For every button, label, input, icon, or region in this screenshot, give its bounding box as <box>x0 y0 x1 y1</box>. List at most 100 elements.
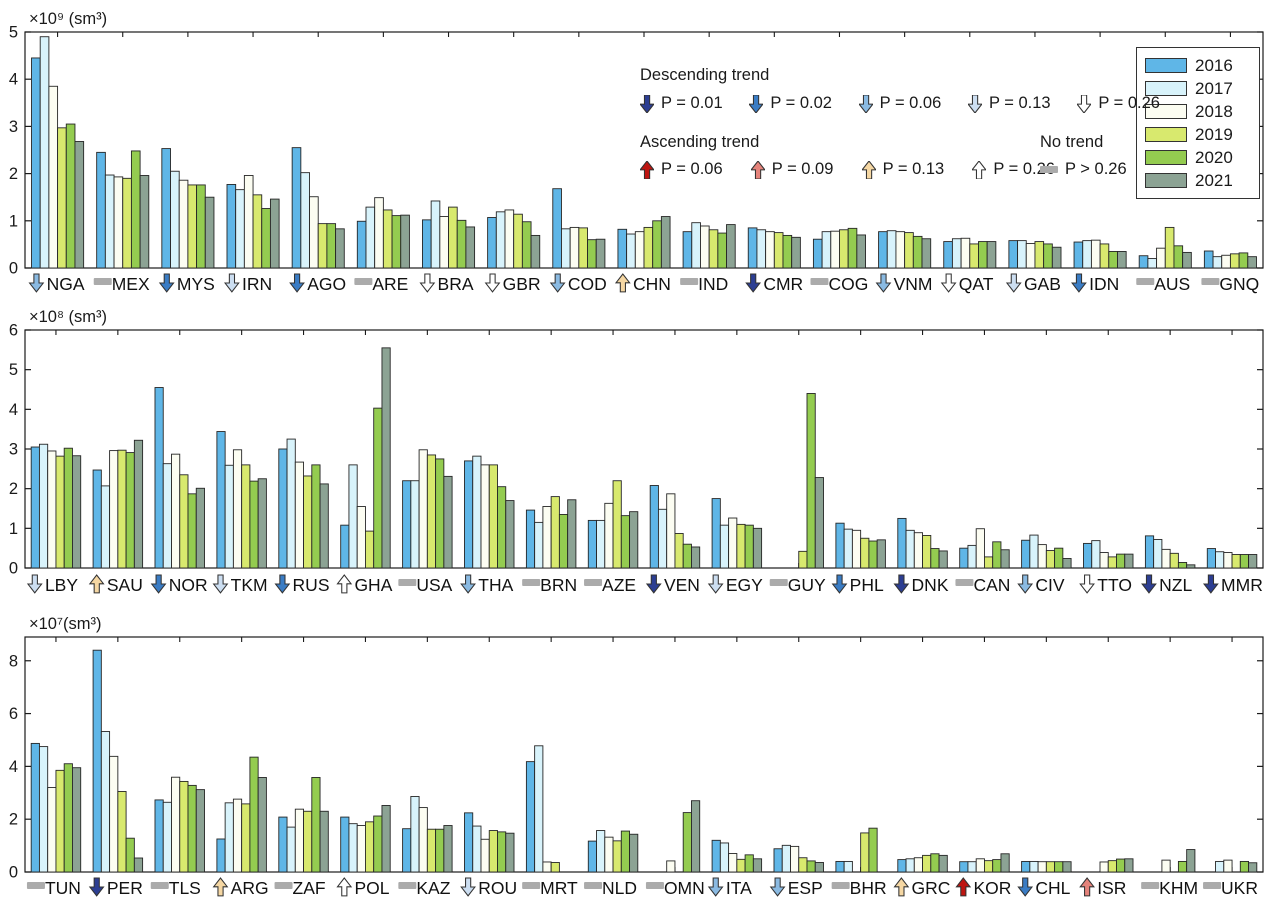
bar-CHN-2021 <box>660 216 671 269</box>
bar-AGO-2021 <box>335 228 345 269</box>
bar-GBR-2018 <box>504 209 515 269</box>
bar-GBR-2016 <box>487 217 497 269</box>
descending-arrow-icon <box>893 574 910 594</box>
bar-MMR-2021 <box>1248 554 1258 569</box>
bar-GNQ-2016 <box>1203 250 1214 269</box>
bar-TUN-2016 <box>30 742 40 873</box>
bar-VNM-2020 <box>912 235 923 269</box>
year-swatch-2018 <box>1145 104 1187 119</box>
bar-KAZ-2016 <box>402 828 412 873</box>
bar-MYS-2020 <box>196 184 206 269</box>
bar-COG-2021 <box>856 234 866 269</box>
trend-p-label: P = 0.02 <box>770 94 832 112</box>
bar-IDN-2019 <box>1099 243 1110 269</box>
bar-QAT-2019 <box>969 243 979 269</box>
bar-CMR-2021 <box>791 236 801 269</box>
bar-MRT-2018 <box>542 861 552 873</box>
bar-MYS-2018 <box>178 179 189 269</box>
bar-CAN-2016 <box>959 547 969 569</box>
bar-QAT-2021 <box>986 241 997 269</box>
bar-IRN-2016 <box>226 184 237 269</box>
country-label-IND: IND <box>698 274 728 294</box>
bar-GNQ-2019 <box>1229 253 1240 269</box>
bar-GAB-2021 <box>1051 246 1062 269</box>
trend-legend-item-d02: P = 0.02 <box>749 94 832 113</box>
bar-AUS-2019 <box>1164 226 1175 269</box>
y-tick-label: 4 <box>9 401 18 419</box>
bar-CHN-2017 <box>626 233 636 269</box>
no-trend-dash-icon <box>645 882 664 889</box>
bar-ESP-2017 <box>781 844 791 873</box>
y-tick-label: 3 <box>9 441 18 459</box>
bar-MMR-2019 <box>1231 554 1241 569</box>
country-label-LBY: LBY <box>45 575 78 595</box>
bar-ESP-2021 <box>814 862 824 873</box>
country-label-BHR: BHR <box>850 878 887 898</box>
bar-CIV-2018 <box>1037 544 1047 569</box>
bar-PHL-2021 <box>876 539 886 569</box>
bar-AGO-2016 <box>291 147 302 269</box>
bar-AZE-2018 <box>604 502 614 569</box>
bar-GBR-2021 <box>530 234 541 269</box>
y-tick-label: 1 <box>9 520 18 538</box>
descending-trend-title: Descending trend <box>640 66 770 84</box>
country-label-MEX: MEX <box>112 274 150 294</box>
bar-USA-2020 <box>435 458 445 569</box>
bar-POL-2019 <box>365 821 375 873</box>
bar-BRA-2020 <box>456 219 467 269</box>
bar-TKM-2017 <box>224 464 234 569</box>
y-tick-label: 1 <box>9 212 18 230</box>
year-label: 2021 <box>1195 171 1233 190</box>
bar-MEX-2021 <box>139 175 150 269</box>
bar-CIV-2021 <box>1062 558 1072 569</box>
bar-AGO-2017 <box>300 172 310 269</box>
bar-GNQ-2020 <box>1238 252 1249 269</box>
country-label-RUS: RUS <box>293 575 330 595</box>
country-label-VNM: VNM <box>894 274 933 294</box>
bar-GUY-2020 <box>806 393 816 569</box>
bar-GRC-2019 <box>922 854 932 873</box>
year-label: 2017 <box>1195 79 1233 98</box>
trend-legend-item-a06: P = 0.06 <box>640 160 723 179</box>
trend-legend-item-a09: P = 0.09 <box>750 160 833 179</box>
axis-unit-label: ×10⁸ (sm³) <box>29 308 107 326</box>
country-label-ARG: ARG <box>231 878 269 898</box>
year-label: 2019 <box>1195 125 1233 144</box>
bar-CHN-2018 <box>634 231 645 269</box>
trend-legend-item-a26: P = 0.26 <box>972 160 1055 179</box>
bar-BHR-2016 <box>835 860 845 873</box>
y-tick-label: 0 <box>9 864 18 882</box>
year-legend-row: 2018 <box>1145 100 1251 123</box>
bar-ARE-2020 <box>391 215 402 269</box>
country-label-MRT: MRT <box>540 878 578 898</box>
bar-BRN-2017 <box>534 521 544 569</box>
axis-box <box>24 329 1264 569</box>
bar-VEN-2020 <box>682 543 692 569</box>
country-label-CHL: CHL <box>1035 878 1070 898</box>
country-label-EGY: EGY <box>726 575 763 595</box>
bar-TKM-2020 <box>249 480 259 569</box>
bar-PER-2021 <box>133 857 144 873</box>
no-trend-dash-icon <box>810 278 829 285</box>
country-label-KOR: KOR <box>973 878 1011 898</box>
descending-trend-row: P = 0.01 P = 0.02 P = 0.06 P = 0.13 P = 0.26 <box>640 94 1160 113</box>
descending-arrow-icon <box>967 94 982 113</box>
bar-GBR-2020 <box>521 221 532 269</box>
y-tick-label: 2 <box>9 480 18 498</box>
y-tick-label: 4 <box>9 758 18 776</box>
bar-THA-2020 <box>497 486 507 569</box>
bar-UKR-2020 <box>1239 860 1250 873</box>
bar-MRT-2016 <box>525 761 536 873</box>
bar-MYS-2019 <box>187 184 198 269</box>
no-trend-dash-icon <box>150 882 169 889</box>
no-trend-dash-icon <box>955 579 974 586</box>
country-label-MMR: MMR <box>1221 575 1263 595</box>
bar-NLD-2020 <box>620 830 630 873</box>
bar-MYS-2017 <box>170 170 180 269</box>
bar-TLS-2017 <box>162 801 172 873</box>
trend-p-label: P = 0.13 <box>882 160 945 178</box>
bar-GRC-2016 <box>897 859 907 873</box>
bar-TKM-2018 <box>232 449 243 569</box>
country-label-ZAF: ZAF <box>293 878 326 898</box>
bar-KAZ-2019 <box>426 828 437 873</box>
